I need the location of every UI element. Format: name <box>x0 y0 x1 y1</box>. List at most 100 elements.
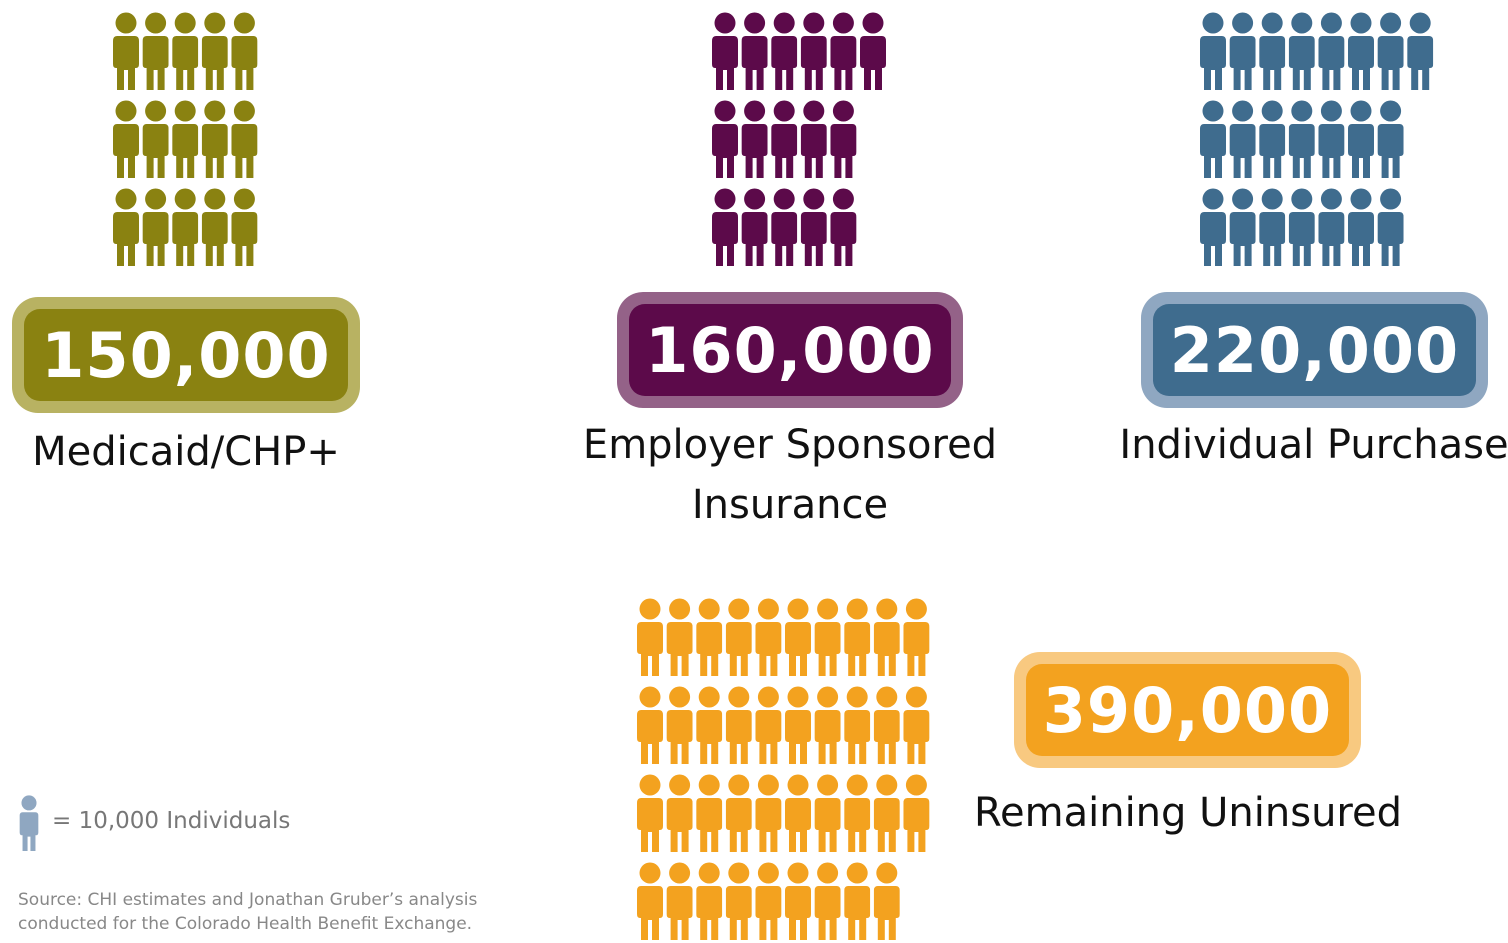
person-icon <box>755 598 782 676</box>
person-icon <box>1259 12 1286 90</box>
person-icon <box>712 12 738 90</box>
person-icon <box>725 862 752 940</box>
person-icon <box>637 686 663 764</box>
person-icon <box>201 12 228 90</box>
person-icon <box>1200 100 1226 178</box>
person-icon <box>113 12 139 90</box>
person-icon <box>231 188 258 266</box>
person-icon <box>637 862 663 940</box>
person-icon <box>903 598 930 676</box>
person-icon <box>142 12 169 90</box>
person-icon <box>785 686 811 764</box>
person-icon <box>725 686 752 764</box>
person-icon <box>1200 188 1226 266</box>
person-icon <box>785 862 811 940</box>
source-note: Source: CHI estimates and Jonathan Grube… <box>18 888 477 936</box>
person-icon <box>771 100 798 178</box>
person-icon <box>1200 12 1226 90</box>
category-label: Medicaid/CHP+ <box>32 429 340 475</box>
value-badge: 160,000 <box>617 292 963 408</box>
person-icon <box>696 686 723 764</box>
person-icon <box>785 774 811 852</box>
person-icon <box>800 100 827 178</box>
person-icon <box>1288 188 1315 266</box>
person-icon <box>725 598 752 676</box>
person-icon <box>172 100 199 178</box>
person-icon <box>873 598 900 676</box>
source-line: conducted for the Colorado Health Benefi… <box>18 914 473 934</box>
unit-icon <box>19 795 39 851</box>
person-icon <box>830 100 857 178</box>
person-icon <box>1407 12 1434 90</box>
value-badge: 220,000 <box>1141 292 1488 408</box>
value-label: 220,000 <box>1153 304 1476 396</box>
person-icon <box>113 188 139 266</box>
person-icon <box>814 774 841 852</box>
person-icon <box>201 100 228 178</box>
category-label: Employer Sponsored Insurance <box>582 422 998 528</box>
person-icon <box>1318 188 1345 266</box>
person-icon <box>1377 12 1404 90</box>
person-icon <box>755 686 782 764</box>
person-icon <box>1229 188 1256 266</box>
person-icon <box>666 862 693 940</box>
source-line: Source: CHI estimates and Jonathan Grube… <box>18 890 478 910</box>
person-icon <box>1377 100 1404 178</box>
person-icon <box>814 862 841 940</box>
person-icon <box>860 12 886 90</box>
person-icon <box>712 100 738 178</box>
person-icon <box>1318 12 1345 90</box>
person-icon <box>771 12 798 90</box>
person-icon <box>830 12 857 90</box>
person-icon <box>696 774 723 852</box>
person-icon <box>741 188 768 266</box>
person-icon <box>814 598 841 676</box>
person-icon <box>844 598 871 676</box>
unit-legend: = 10,000 Individuals <box>52 808 291 834</box>
person-icon <box>172 12 199 90</box>
person-icon <box>1288 100 1315 178</box>
person-icon <box>755 862 782 940</box>
person-icon <box>1288 12 1315 90</box>
person-icon <box>231 100 258 178</box>
value-badge: 150,000 <box>12 297 360 413</box>
person-icon <box>637 598 663 676</box>
person-icon <box>113 100 139 178</box>
person-icon <box>844 862 871 940</box>
person-icon <box>1348 100 1374 178</box>
person-icon <box>903 686 930 764</box>
person-icon <box>830 188 857 266</box>
person-icon <box>1318 100 1345 178</box>
person-icon <box>873 686 900 764</box>
person-icon <box>800 188 827 266</box>
person-icon <box>637 774 663 852</box>
person-icon <box>814 686 841 764</box>
person-icon <box>696 598 723 676</box>
person-icon <box>1229 100 1256 178</box>
person-icon <box>771 188 798 266</box>
value-label: 390,000 <box>1026 664 1349 756</box>
person-icon <box>785 598 811 676</box>
person-icon <box>1377 188 1404 266</box>
person-icon <box>1348 188 1374 266</box>
person-icon <box>741 12 768 90</box>
person-icon <box>666 598 693 676</box>
value-label: 160,000 <box>629 304 951 396</box>
person-icon <box>666 686 693 764</box>
person-icon <box>1259 100 1286 178</box>
person-icon <box>666 774 693 852</box>
value-badge: 390,000 <box>1014 652 1361 768</box>
person-icon <box>903 774 930 852</box>
person-icon <box>142 100 169 178</box>
person-icon <box>1259 188 1286 266</box>
person-icon <box>172 188 199 266</box>
person-icon <box>696 862 723 940</box>
category-label: Individual Purchase <box>1119 422 1508 468</box>
person-icon <box>142 188 169 266</box>
person-icon <box>231 12 258 90</box>
value-label: 150,000 <box>24 309 348 401</box>
person-icon <box>725 774 752 852</box>
person-icon <box>1229 12 1256 90</box>
person-icon <box>741 100 768 178</box>
person-icon <box>873 862 900 940</box>
